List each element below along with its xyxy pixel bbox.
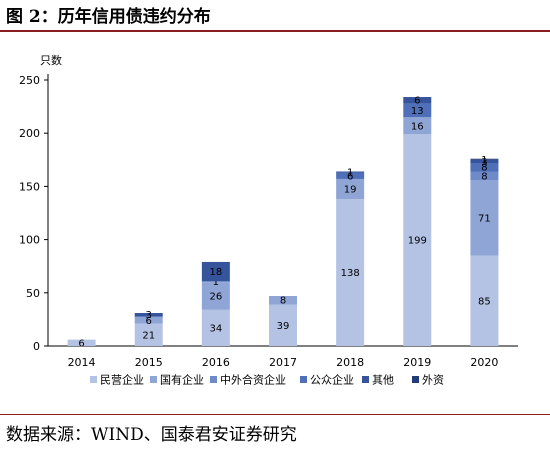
y-tick-label: 100 [19,234,40,247]
data-label: 16 [411,121,424,132]
data-label: 1 [213,277,219,288]
y-tick-label: 200 [19,127,40,140]
bar-segment [269,295,297,305]
y-axis-label: 只数 [40,54,62,67]
y-tick-label: 150 [19,180,40,193]
y-tick-label: 250 [19,74,40,87]
chart-title: 图 2：历年信用债违约分布 [6,7,211,27]
legend-label: 其他 [372,374,394,387]
data-label: 6 [146,316,152,327]
bar-segment [336,178,365,200]
legend-label: 外资 [422,374,444,387]
bar-segment [403,117,432,135]
data-label: 39 [277,321,290,332]
bar-segment [201,281,230,283]
data-label: 8 [481,163,487,174]
bar-segment [269,304,297,346]
legend-label: 中外合资企业 [220,373,286,387]
bar-segment [470,255,499,346]
legend-label: 国有企业 [160,373,204,387]
legend-swatch [150,376,157,383]
data-label: 8 [280,296,286,307]
chart-legend: 民营企业 国有企业 中外合资企业 公众企业 其他 外资 [90,373,444,387]
bar-segment [201,282,230,310]
bar-segment [134,313,163,317]
bar-segment [134,316,163,318]
title-divider [0,30,550,32]
data-label: 85 [478,296,491,307]
bar-segment [470,180,499,256]
data-label: 6 [414,96,420,107]
x-tick-label: 2020 [470,356,498,369]
bar-segment [470,159,499,163]
chart-axes: 0 50 100 150 200 250 2014 2015 2016 2017 2018 2019 2… [19,74,518,369]
x-tick-label: 2019 [403,356,431,369]
y-tick-label: 50 [26,287,40,300]
x-tick-label: 2018 [336,356,364,369]
legend-label: 公众企业 [310,373,354,387]
bar-segment [134,323,163,346]
data-label: 8 [481,171,487,182]
bar-segment [403,97,432,104]
x-tick-label: 2014 [68,356,96,369]
bar-segment [134,317,163,324]
data-label: 138 [341,268,360,279]
stacked-bar-chart: 只数 0 50 100 150 200 250 2014 2015 2016 2017 2018 20… [19,54,518,387]
source-note: 数据来源：WIND、国泰君安证券研究 [6,425,297,445]
data-label: 21 [142,330,155,341]
x-tick-label: 2016 [202,356,230,369]
data-label: 13 [411,106,424,117]
data-label: 199 [408,236,427,247]
data-label: 1 [481,155,487,166]
legend-swatch [362,376,369,383]
x-tick-label: 2017 [269,356,297,369]
legend-swatch [210,376,217,383]
bar-segment [201,261,230,282]
data-label: 34 [209,323,222,334]
data-label: 18 [209,267,222,278]
bar-segment [403,134,432,346]
bar-segment [470,171,499,181]
legend-swatch [90,376,97,383]
bar-segment [67,339,96,346]
data-label: 1 [347,168,353,179]
bar-segment [470,158,499,160]
bar-segment [336,171,365,173]
data-label: 71 [478,213,491,224]
legend-swatch [412,376,419,383]
data-label: 6 [78,338,84,349]
bar-segment [336,172,365,179]
bar-segment [403,103,432,118]
bar-segment [336,199,365,346]
data-label: 6 [347,171,353,182]
data-label: 3 [481,157,487,168]
y-tick-label: 0 [33,340,40,353]
data-label: 26 [209,291,222,302]
data-label: 3 [146,310,152,321]
bar-segment [470,162,499,172]
legend-swatch [300,376,307,383]
legend-label: 民营企业 [100,373,144,387]
bar-segment [201,309,230,346]
data-label: 19 [344,185,357,196]
x-tick-label: 2015 [135,356,163,369]
source-divider [0,414,550,415]
